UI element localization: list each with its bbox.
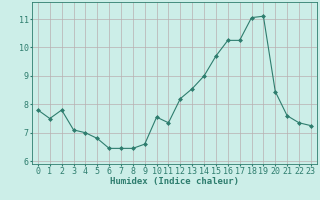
X-axis label: Humidex (Indice chaleur): Humidex (Indice chaleur) <box>110 177 239 186</box>
